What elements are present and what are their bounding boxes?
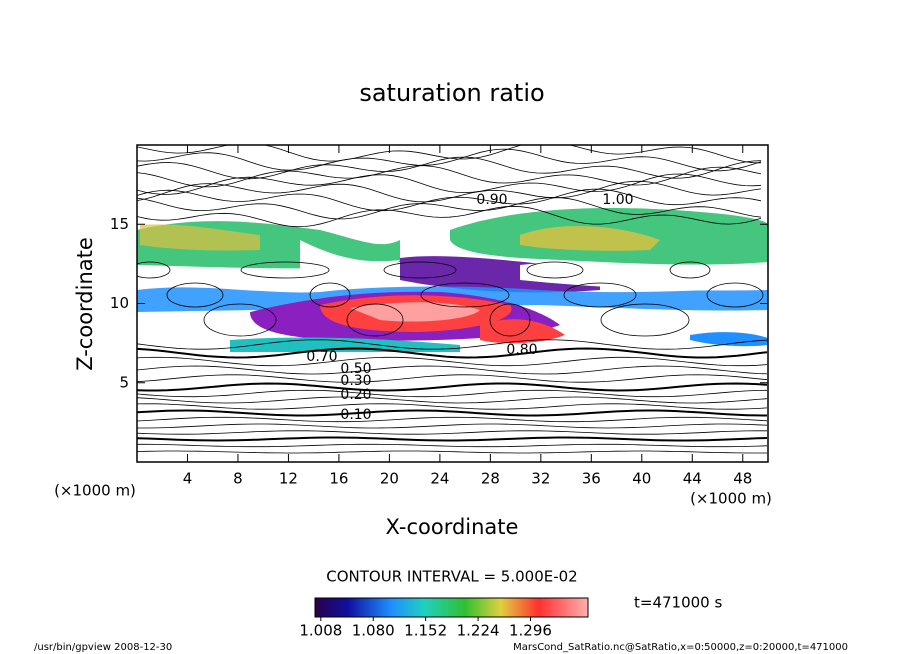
x-tick-label: 24 xyxy=(430,470,449,488)
x-tick-label: 28 xyxy=(481,470,500,488)
contour-line xyxy=(346,303,404,337)
contour-line xyxy=(137,382,768,392)
contour-line xyxy=(137,205,762,228)
contour-line xyxy=(383,261,457,279)
contour-line xyxy=(137,188,762,212)
x-tick-label: 48 xyxy=(733,470,752,488)
colorbar-tick-label: 1.008 xyxy=(299,622,342,640)
contour-label: 0.80 xyxy=(506,342,537,358)
chart-title: saturation ratio xyxy=(359,79,544,107)
contour-line xyxy=(137,173,762,195)
contour-line xyxy=(137,436,768,442)
x-tick-label: 16 xyxy=(329,470,348,488)
contour-line xyxy=(137,196,762,220)
y-axis-label: Z-coordinate xyxy=(73,237,97,371)
contour-line xyxy=(137,365,768,375)
contour-label: 0.30 xyxy=(340,373,371,389)
contour-line xyxy=(203,303,277,337)
colorbar-tick-label: 1.080 xyxy=(352,622,395,640)
contour-line xyxy=(137,261,171,279)
x-tick-label: 8 xyxy=(233,470,243,488)
contour-line xyxy=(420,282,510,308)
contour-line xyxy=(240,261,330,279)
footer-right: MarsCond_SatRatio.nc@SatRatio,x=0:50000,… xyxy=(513,642,848,653)
contour-label: 0.70 xyxy=(306,349,337,365)
contour-line xyxy=(137,347,768,359)
contour-label: 0.50 xyxy=(340,361,371,377)
contour-line xyxy=(137,416,768,423)
contour-line xyxy=(489,303,531,337)
x-tick-label: 40 xyxy=(632,470,651,488)
contour-line xyxy=(600,303,690,337)
contour-line xyxy=(137,403,768,410)
contour-label: 0.90 xyxy=(476,192,507,208)
y-tick-label: 15 xyxy=(110,215,129,233)
contour-label: 0.20 xyxy=(340,387,371,403)
x-tick-label: 12 xyxy=(279,470,298,488)
x-tick-label: 44 xyxy=(683,470,702,488)
contour-line xyxy=(166,282,224,308)
time-label: t=471000 s xyxy=(634,594,722,612)
x-tick-label: 32 xyxy=(531,470,550,488)
contour-line xyxy=(137,396,768,404)
y-unit: (×1000 m) xyxy=(54,482,136,500)
colorbar-tick-label: 1.224 xyxy=(457,622,500,640)
contour-line xyxy=(137,409,768,417)
contour-line xyxy=(137,180,762,203)
contour-line xyxy=(137,389,768,398)
contour-line xyxy=(137,430,767,435)
x-tick-label: 36 xyxy=(582,470,601,488)
contour-line xyxy=(563,282,637,308)
contour-line xyxy=(137,374,768,383)
field xyxy=(137,207,768,352)
contour-line xyxy=(137,165,762,188)
contour-line xyxy=(309,282,351,308)
contour-line xyxy=(137,423,768,429)
contour-lines xyxy=(137,145,768,454)
x-tick-label: 20 xyxy=(380,470,399,488)
x-tick-label: 4 xyxy=(183,470,193,488)
footer-left: /usr/bin/gpview 2008-12-30 xyxy=(34,642,172,653)
contour-line xyxy=(669,261,711,279)
contour-label: 0.10 xyxy=(340,407,371,423)
x-axis-label: X-coordinate xyxy=(386,515,519,539)
contour-line xyxy=(137,450,767,454)
contour-label: 1.00 xyxy=(602,192,633,208)
contour-line xyxy=(706,282,764,308)
contour-line xyxy=(137,339,768,350)
contour-line xyxy=(137,156,762,180)
colorbar-tick-label: 1.152 xyxy=(404,622,447,640)
contour-line xyxy=(137,356,768,367)
contour-line xyxy=(137,443,768,448)
y-tick-label: 10 xyxy=(110,294,129,312)
contour-interval: CONTOUR INTERVAL = 5.000E-02 xyxy=(326,568,577,586)
y-tick-label: 5 xyxy=(119,373,129,391)
colorbar-tick-label: 1.296 xyxy=(509,622,552,640)
colorbar xyxy=(314,597,589,618)
x-unit: (×1000 m) xyxy=(690,490,772,508)
contour-line xyxy=(526,261,584,279)
contour-line xyxy=(137,148,762,172)
